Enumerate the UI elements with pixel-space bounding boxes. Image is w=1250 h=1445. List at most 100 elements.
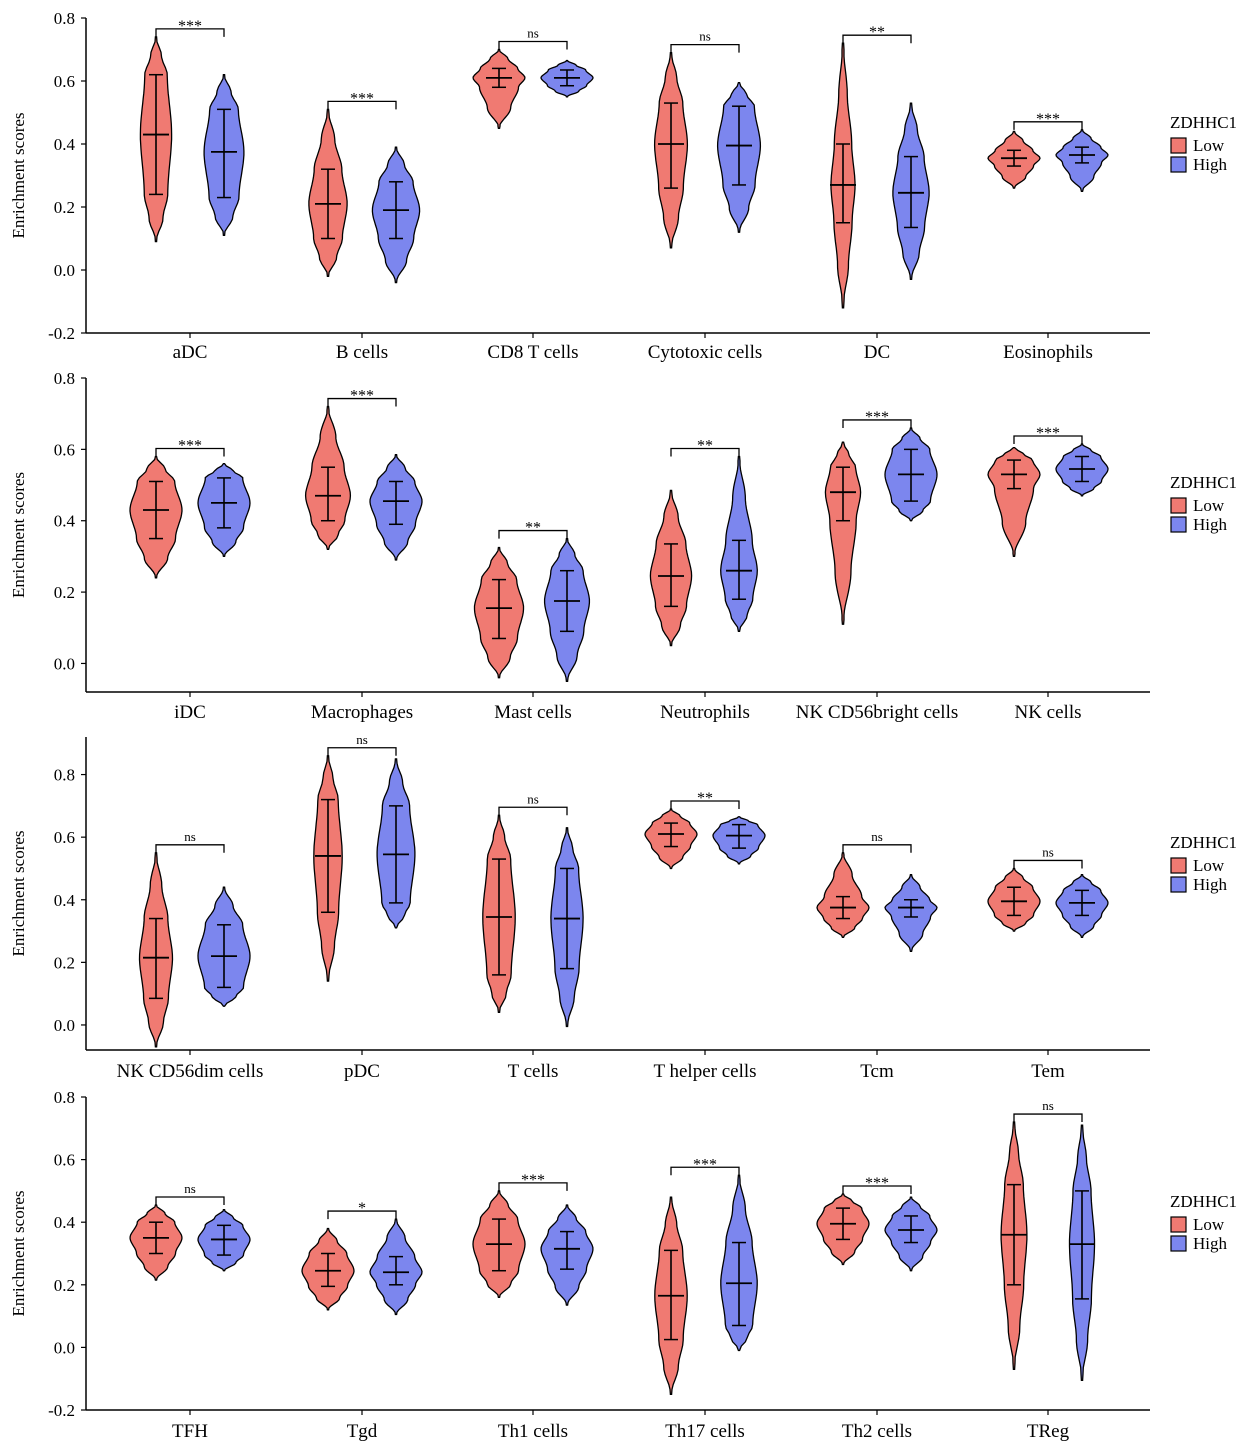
y-tick-label: 0.8 bbox=[54, 766, 75, 785]
significance-label: ** bbox=[697, 438, 713, 455]
y-axis-title: Enrichment scores bbox=[9, 830, 28, 956]
violin-low bbox=[472, 48, 526, 129]
significance-bracket bbox=[670, 447, 740, 457]
x-tick-label: NK CD56dim cells bbox=[117, 1061, 264, 1082]
x-tick-label: NK CD56bright cells bbox=[796, 702, 959, 723]
y-tick-label: -0.2 bbox=[48, 324, 75, 343]
x-tick-label: Mast cells bbox=[494, 702, 572, 723]
significance-bracket bbox=[842, 34, 912, 44]
significance-bracket bbox=[1013, 435, 1083, 445]
significance-label: *** bbox=[178, 18, 202, 35]
x-tick-label: Macrophages bbox=[311, 702, 413, 723]
significance-bracket bbox=[842, 1185, 912, 1195]
y-tick-label: 0.0 bbox=[54, 261, 75, 280]
violin-panel-2: 0.0 0.2 0.4 0.6 0.8 Enrichment scores iDC *** Ma… bbox=[9, 369, 1237, 723]
significance-label: *** bbox=[178, 438, 202, 455]
y-axis-title: Enrichment scores bbox=[9, 112, 28, 238]
x-tick-label: TReg bbox=[1027, 1421, 1070, 1442]
significance-bracket bbox=[498, 806, 568, 816]
significance-bracket bbox=[670, 44, 740, 53]
significance-bracket bbox=[1013, 121, 1083, 130]
y-tick-label: -0.2 bbox=[48, 1401, 75, 1420]
significance-label: ** bbox=[869, 24, 885, 41]
x-tick-label: Th1 cells bbox=[498, 1421, 568, 1442]
significance-bracket bbox=[1013, 859, 1083, 869]
violin-panel-1: -0.2 0.0 0.2 0.4 0.6 0.8 Enrichment scores aDC *… bbox=[9, 9, 1237, 363]
violin-panel-3: 0.0 0.2 0.4 0.6 0.8 Enrichment scores NK CD56d… bbox=[9, 732, 1237, 1082]
y-tick-label: 0.4 bbox=[54, 512, 76, 531]
legend-label: Low bbox=[1193, 136, 1225, 155]
legend-swatch-high bbox=[1170, 156, 1187, 173]
y-tick-label: 0.6 bbox=[54, 1151, 75, 1170]
significance-bracket bbox=[670, 1166, 740, 1176]
violin-panel-4: -0.2 0.0 0.2 0.4 0.6 0.8 Enrichment scores TFH n… bbox=[9, 1088, 1237, 1442]
x-tick-label: T helper cells bbox=[653, 1061, 756, 1082]
significance-bracket bbox=[498, 1182, 568, 1191]
significance-label: *** bbox=[865, 409, 889, 426]
legend-title: ZDHHC1 bbox=[1170, 113, 1237, 132]
y-tick-label: 0.2 bbox=[54, 953, 75, 972]
x-tick-label: Th2 cells bbox=[842, 1421, 912, 1442]
significance-label: ns bbox=[871, 829, 883, 844]
legend-label: Low bbox=[1193, 1215, 1225, 1234]
significance-label: ns bbox=[184, 1181, 196, 1196]
x-tick-label: Cytotoxic cells bbox=[648, 342, 763, 363]
x-tick-label: aDC bbox=[173, 342, 208, 363]
violin-low bbox=[824, 441, 862, 625]
significance-bracket bbox=[155, 447, 225, 457]
y-tick-label: 0.6 bbox=[54, 72, 75, 91]
significance-label: ns bbox=[356, 732, 368, 747]
significance-label: ** bbox=[525, 520, 541, 537]
significance-bracket bbox=[842, 844, 912, 853]
significance-label: ns bbox=[184, 829, 196, 844]
x-tick-label: Neutrophils bbox=[660, 702, 750, 723]
y-tick-label: 0.4 bbox=[54, 891, 76, 910]
significance-label: ns bbox=[1042, 1098, 1054, 1113]
legend-label: High bbox=[1193, 875, 1228, 894]
legend-swatch-high bbox=[1170, 516, 1187, 533]
y-tick-label: 0.0 bbox=[54, 1338, 75, 1357]
significance-label: ns bbox=[1042, 844, 1054, 859]
significance-bracket bbox=[327, 397, 397, 407]
y-tick-label: 0.6 bbox=[54, 440, 75, 459]
y-tick-label: 0.8 bbox=[54, 369, 75, 388]
x-tick-label: T cells bbox=[508, 1061, 559, 1082]
legend-label: High bbox=[1193, 1234, 1228, 1253]
legend-swatch-low bbox=[1170, 1216, 1187, 1233]
significance-label: ns bbox=[527, 791, 539, 806]
significance-bracket bbox=[1013, 1113, 1083, 1123]
x-tick-label: Th17 cells bbox=[665, 1421, 745, 1442]
significance-bracket bbox=[670, 800, 740, 809]
significance-bracket bbox=[498, 529, 568, 539]
significance-bracket bbox=[327, 747, 397, 756]
significance-bracket bbox=[155, 844, 225, 853]
significance-label: *** bbox=[693, 1156, 717, 1173]
legend-swatch-low bbox=[1170, 497, 1187, 514]
significance-bracket bbox=[327, 1210, 397, 1220]
y-tick-label: 0.4 bbox=[54, 1213, 76, 1232]
legend-label: Low bbox=[1193, 856, 1225, 875]
y-axis-title: Enrichment scores bbox=[9, 472, 28, 598]
x-tick-label: NK cells bbox=[1014, 702, 1081, 723]
significance-label: *** bbox=[865, 1175, 889, 1192]
y-tick-label: 0.4 bbox=[54, 135, 76, 154]
legend-label: High bbox=[1193, 515, 1228, 534]
legend-swatch-high bbox=[1170, 1235, 1187, 1252]
legend-title: ZDHHC1 bbox=[1170, 473, 1237, 492]
significance-label: *** bbox=[350, 388, 374, 405]
y-tick-label: 0.2 bbox=[54, 583, 75, 602]
legend-swatch-low bbox=[1170, 137, 1187, 154]
y-tick-label: 0.2 bbox=[54, 1276, 75, 1295]
significance-label: * bbox=[358, 1200, 366, 1217]
y-tick-label: 0.6 bbox=[54, 828, 75, 847]
legend-label: Low bbox=[1193, 496, 1225, 515]
legend-title: ZDHHC1 bbox=[1170, 1192, 1237, 1211]
significance-label: *** bbox=[1036, 111, 1060, 128]
violin-low bbox=[816, 852, 870, 938]
y-tick-label: 0.0 bbox=[54, 654, 75, 673]
x-tick-label: Tem bbox=[1031, 1061, 1065, 1082]
significance-bracket bbox=[155, 1196, 225, 1205]
